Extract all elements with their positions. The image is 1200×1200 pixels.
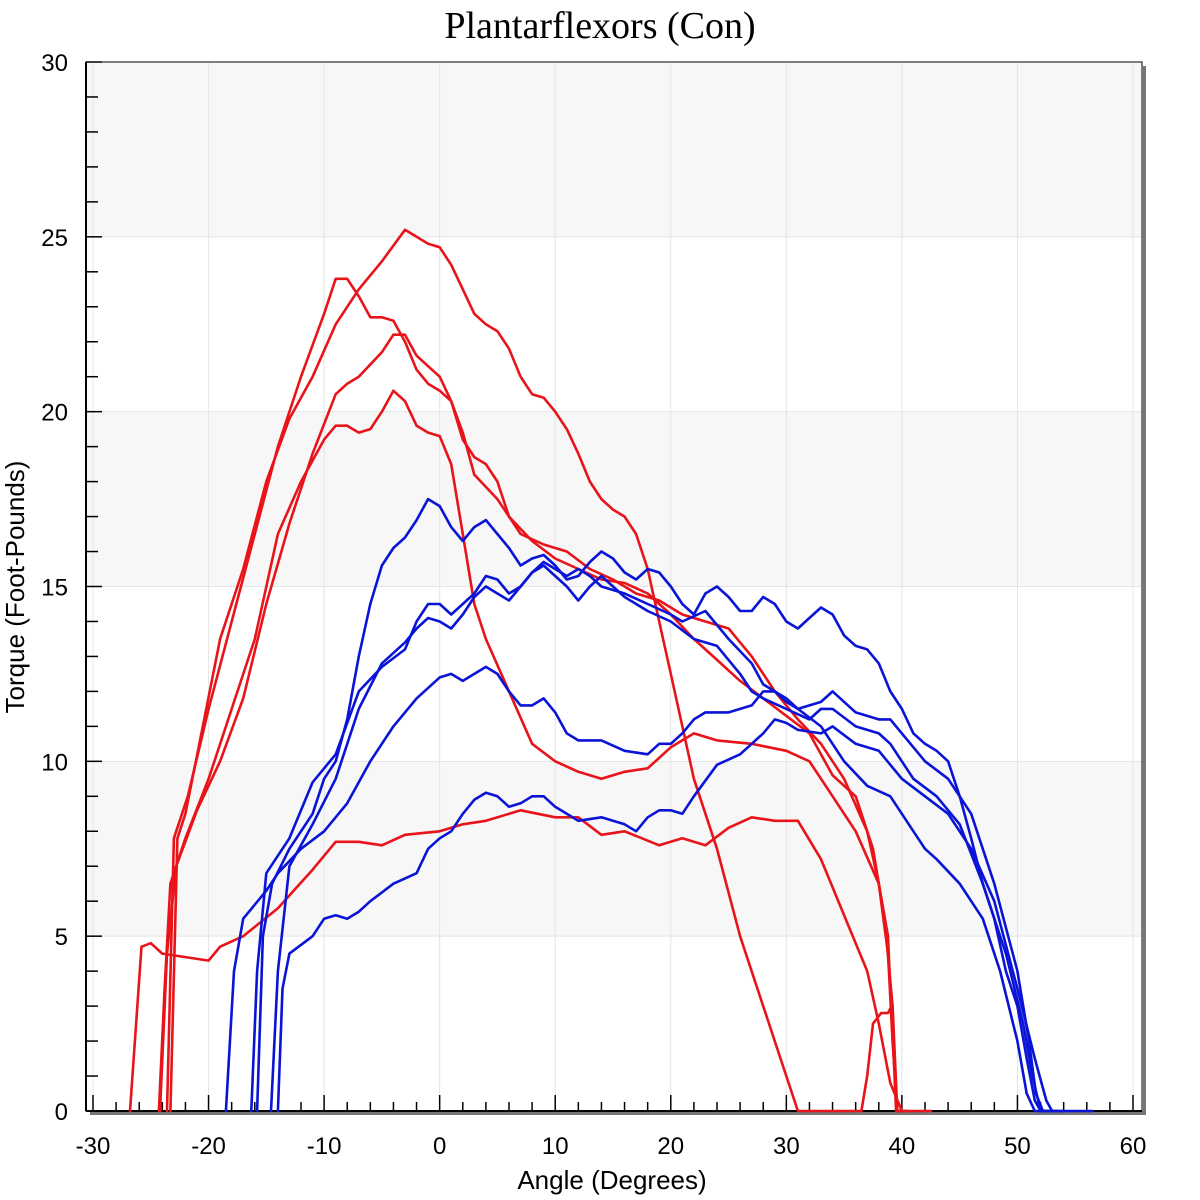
x-tick-label: 30 (773, 1133, 800, 1160)
series-line-blue-6 (224, 665, 1042, 1113)
series-line-blue-8 (269, 564, 1060, 1113)
y-tick-label: 0 (55, 1099, 68, 1126)
series-line-red-4 (165, 277, 907, 1113)
y-tick-label: 10 (41, 749, 68, 776)
x-tick-label: -30 (76, 1133, 111, 1160)
background-bands (86, 62, 1142, 937)
y-tick-label: 25 (41, 225, 68, 252)
axis-ticks (85, 61, 1142, 1112)
x-tick-label: -20 (191, 1133, 226, 1160)
x-tick-label: 60 (1120, 1133, 1147, 1160)
chart-title: Plantarflexors (Con) (444, 5, 755, 47)
tick-labels: 0 5 10 15 20 25 30 -30 -20 -10 0 10 20 30 40 50 60 (41, 50, 1146, 1160)
x-tick-label: 40 (889, 1133, 916, 1160)
y-tick-label: 15 (41, 575, 68, 602)
x-tick-label: 10 (542, 1133, 569, 1160)
plot-shadow-bottom (90, 1111, 1146, 1115)
x-axis-label: Angle (Degrees) (517, 1165, 706, 1195)
y-tick-label: 5 (55, 924, 68, 951)
series-line-blue-9 (276, 718, 1065, 1113)
x-tick-label: 20 (657, 1133, 684, 1160)
series-line-red-1 (128, 809, 933, 1113)
plot-shadow (90, 66, 1146, 1115)
series-line-red-5 (169, 228, 909, 1113)
x-tick-label: 0 (433, 1133, 446, 1160)
series-line-red-2 (157, 389, 904, 1113)
background-band (86, 62, 1142, 237)
y-tick-label: 30 (41, 50, 68, 77)
x-tick-label: -10 (307, 1133, 342, 1160)
y-tick-label: 20 (41, 400, 68, 427)
y-axis-label: Torque (Foot-Pounds) (0, 461, 30, 714)
series-line-blue-10 (255, 497, 1094, 1113)
plot-shadow-right (1142, 66, 1146, 1115)
x-tick-label: 50 (1004, 1133, 1031, 1160)
series-lines (128, 228, 1094, 1113)
series-line-blue-7 (250, 560, 1054, 1113)
